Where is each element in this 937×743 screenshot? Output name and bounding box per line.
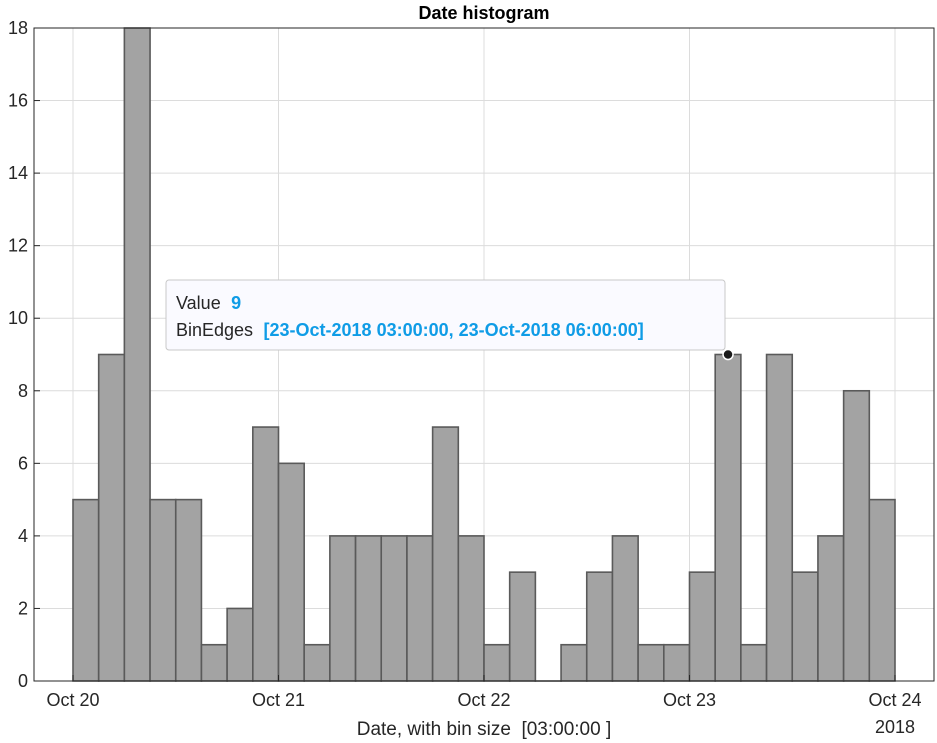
datatip[interactable]: Value 9 BinEdges [23-Oct-2018 03:00:00, …	[165, 279, 734, 361]
histogram-bar[interactable]	[637, 643, 665, 682]
datatip-edges-row: BinEdges [23-Oct-2018 03:00:00, 23-Oct-2…	[176, 320, 644, 340]
y-tick-label: 16	[8, 91, 28, 111]
y-tick-label: 6	[18, 453, 28, 473]
histogram-bar[interactable]	[149, 498, 177, 682]
datatip-edges: [23-Oct-2018 03:00:00, 23-Oct-2018 06:00…	[264, 320, 644, 340]
histogram-bar[interactable]	[72, 498, 100, 682]
histogram-bar[interactable]	[200, 643, 228, 682]
y-tick-label: 8	[18, 381, 28, 401]
x-tick-label: Oct 20	[46, 690, 99, 710]
histogram-bar[interactable]	[508, 571, 537, 682]
histogram-bar[interactable]	[457, 535, 485, 682]
histogram-bar[interactable]	[406, 535, 434, 682]
histogram-bar[interactable]	[817, 535, 845, 682]
histogram-bar[interactable]	[354, 535, 383, 682]
x-tick-label: Oct 23	[663, 690, 716, 710]
x-tick-label: Oct 24	[868, 690, 921, 710]
y-axis-ticks: 0 2 4 6 8 10 12 14 16 18	[8, 18, 40, 691]
x-tick-label: Oct 21	[252, 690, 305, 710]
x-axis-year-label: 2018	[875, 717, 915, 737]
x-tick-label: Oct 22	[457, 690, 510, 710]
histogram-bar[interactable]	[97, 353, 126, 682]
y-tick-label: 14	[8, 163, 28, 183]
histogram-bar[interactable]	[226, 607, 254, 682]
histogram-bar[interactable]	[791, 571, 819, 682]
datatip-marker[interactable]	[722, 348, 734, 361]
histogram-bar[interactable]	[688, 571, 716, 682]
x-axis-ticks: Oct 20 Oct 21 Oct 22 Oct 23 Oct 24	[46, 675, 922, 710]
histogram-bar[interactable]	[252, 426, 280, 682]
histogram-bar[interactable]	[174, 498, 203, 682]
y-tick-label: 0	[18, 671, 28, 691]
histogram-bar[interactable]	[663, 643, 691, 682]
chart-title: Date histogram	[418, 3, 549, 23]
datatip-value: 9	[231, 293, 241, 313]
histogram-bar[interactable]	[868, 498, 896, 682]
datatip-value-label: Value	[176, 293, 221, 313]
histogram-bar[interactable]	[329, 535, 357, 682]
y-tick-label: 4	[18, 526, 28, 546]
histogram-bar[interactable]	[483, 643, 511, 682]
datatip-edges-label: BinEdges	[176, 320, 253, 340]
histogram-bar[interactable]	[611, 535, 639, 682]
datatip-box	[165, 279, 726, 351]
histogram-bar[interactable]	[303, 643, 331, 682]
histogram-bar[interactable]	[123, 27, 151, 682]
datatip-value-row: Value 9	[176, 293, 241, 313]
y-tick-label: 18	[8, 18, 28, 38]
y-tick-label: 10	[8, 308, 28, 328]
histogram-bar[interactable]	[765, 353, 794, 682]
y-tick-label: 2	[18, 598, 28, 618]
histogram-bar[interactable]	[380, 535, 408, 682]
histogram-bar[interactable]	[560, 643, 588, 682]
histogram-bar[interactable]	[714, 353, 742, 682]
histogram-bar[interactable]	[585, 571, 614, 682]
histogram-bar[interactable]	[842, 389, 871, 682]
histogram-bar[interactable]	[277, 462, 305, 682]
histogram-bar[interactable]	[431, 426, 460, 682]
y-tick-label: 12	[8, 236, 28, 256]
x-axis-label: Date, with bin size [03:00:00 ]	[357, 719, 612, 740]
histogram-bar[interactable]	[740, 643, 768, 682]
